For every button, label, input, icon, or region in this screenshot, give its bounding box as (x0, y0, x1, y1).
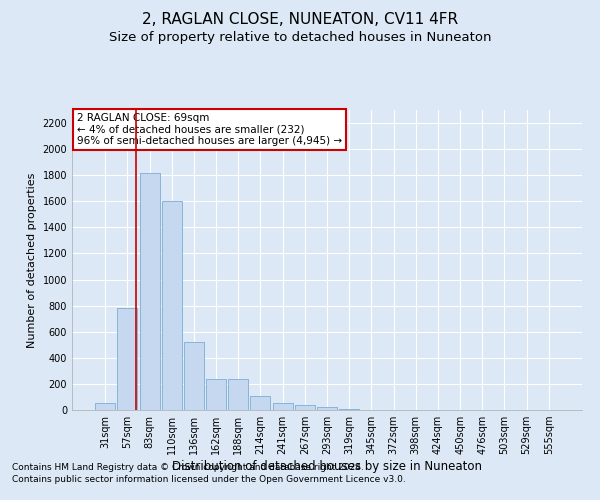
Bar (317, 408, 337, 410)
Text: Contains HM Land Registry data © Crown copyright and database right 2024.: Contains HM Land Registry data © Crown c… (12, 464, 364, 472)
Bar (184, 342, 204, 410)
X-axis label: Distribution of detached houses by size in Nuneaton: Distribution of detached houses by size … (172, 460, 482, 473)
Bar (272, 403, 293, 410)
Text: Size of property relative to detached houses in Nuneaton: Size of property relative to detached ho… (109, 31, 491, 44)
Bar (162, 200, 182, 410)
Bar (250, 396, 271, 410)
Y-axis label: Number of detached properties: Number of detached properties (27, 172, 37, 348)
Bar (118, 308, 137, 410)
Bar (295, 405, 315, 410)
Bar (206, 380, 226, 410)
Bar (140, 172, 160, 410)
Text: 2 RAGLAN CLOSE: 69sqm
← 4% of detached houses are smaller (232)
96% of semi-deta: 2 RAGLAN CLOSE: 69sqm ← 4% of detached h… (77, 113, 342, 146)
Text: Contains public sector information licensed under the Open Government Licence v3: Contains public sector information licen… (12, 475, 406, 484)
Text: 2, RAGLAN CLOSE, NUNEATON, CV11 4FR: 2, RAGLAN CLOSE, NUNEATON, CV11 4FR (142, 12, 458, 28)
Bar (228, 380, 248, 410)
Bar (95, 404, 115, 410)
